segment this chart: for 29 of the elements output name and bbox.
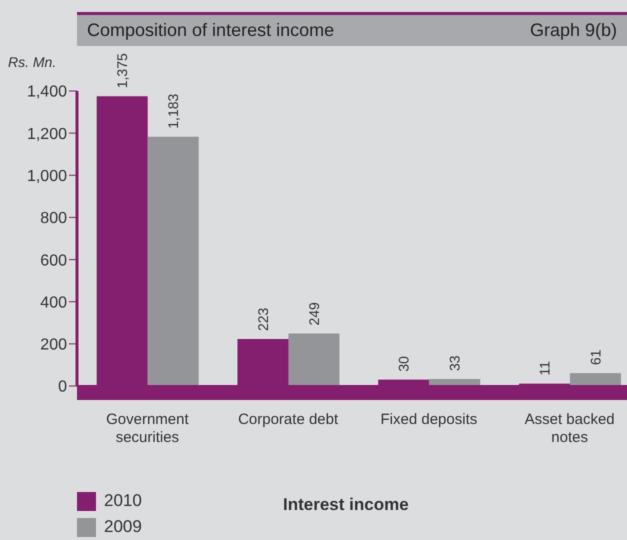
x-tick-label: Government securities: [106, 411, 190, 446]
x-tick-label: Asset backed notes: [524, 411, 615, 446]
bar: [148, 136, 199, 386]
y-tick-label: 1,400: [26, 84, 68, 101]
x-axis-title: Interest income: [283, 495, 409, 515]
text: 30: [396, 356, 412, 372]
y-tick-label: 1,200: [26, 126, 68, 143]
legend-label: 2009: [103, 516, 142, 538]
caption: Graph 9(b): [530, 20, 617, 41]
text: 249: [306, 302, 322, 326]
text: 33: [446, 355, 463, 372]
legend-label: 2010: [103, 490, 142, 512]
text: 1,183: [165, 94, 182, 129]
y-axis-title: Rs. Mn.: [8, 54, 56, 70]
y-tick-label: 800: [40, 210, 68, 228]
y-tick-label: 1,000: [26, 168, 68, 185]
y-tick-label: 200: [40, 336, 68, 354]
text: 1,375: [114, 53, 130, 88]
x-tick-label: Corporate debt: [238, 411, 339, 428]
y-tick-label: 400: [40, 294, 68, 312]
chart-title: Composition of interest income: [87, 20, 334, 41]
x-tick-label: Fixed deposits: [380, 411, 478, 428]
text: 11: [536, 361, 552, 376]
bar: [288, 334, 340, 386]
y-tick-label: 0: [58, 378, 68, 396]
y-tick-label: 600: [40, 252, 68, 270]
bar: [570, 373, 621, 386]
text: 61: [587, 350, 604, 366]
text: 223: [254, 308, 271, 332]
